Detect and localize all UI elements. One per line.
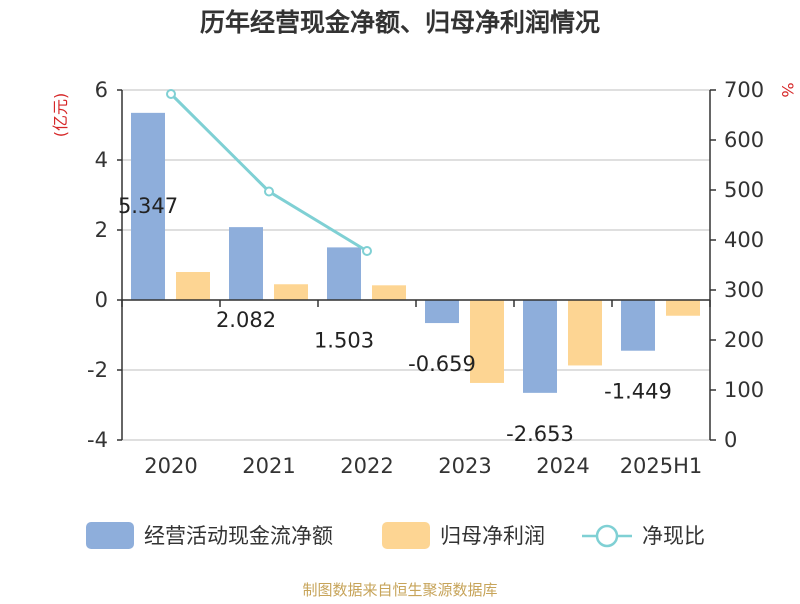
source-footer: 制图数据来自恒生聚源数据库	[302, 581, 497, 599]
y-left-tick-label: -4	[87, 428, 108, 452]
y-right-tick-label: 400	[724, 228, 764, 252]
data-labels: 5.347 2.082 1.503 -0.659 -2.653 -1.449	[118, 194, 672, 446]
ratio-point	[264, 186, 274, 197]
legend-label-profit: 归母净利润	[440, 524, 545, 548]
bar-profit	[470, 300, 504, 383]
y-left-tick-label: 0	[95, 288, 108, 312]
chart-title: 历年经营现金净额、归母净利润情况	[200, 8, 600, 37]
legend-swatch-cashflow	[86, 522, 134, 549]
y-right-tick-label: 500	[724, 178, 764, 202]
legend-swatch-profit	[382, 522, 430, 549]
x-tick-label: 2023	[438, 454, 491, 478]
bar-cashflow	[327, 247, 361, 300]
data-label-cashflow: -2.653	[506, 422, 574, 446]
data-label-cashflow: 1.503	[314, 328, 374, 352]
legend-marker-ratio	[595, 524, 619, 548]
ratio-line-path	[169, 92, 368, 253]
bar-cashflow	[523, 300, 557, 393]
data-label-cashflow: 5.347	[118, 194, 178, 218]
bar-profit	[568, 300, 602, 366]
y-right-tick-label: 300	[724, 278, 764, 302]
x-tick-label: 2024	[536, 454, 589, 478]
bars	[131, 112, 700, 393]
y-left-tick-label: 4	[95, 148, 108, 172]
y-right-tick-label: 0	[724, 428, 737, 452]
legend-label-ratio: 净现比	[642, 524, 705, 548]
y-left-tick-label: -2	[87, 358, 108, 382]
bar-cashflow	[131, 112, 165, 300]
y-left-tick-label: 6	[95, 78, 108, 102]
y-left-label: (亿元)	[51, 93, 70, 138]
bar-profit	[176, 272, 210, 300]
bar-profit	[666, 300, 700, 316]
data-label-cashflow: -1.449	[604, 380, 672, 404]
x-tick-label: 2020	[144, 454, 197, 478]
x-tick-label: 2021	[242, 454, 295, 478]
y-right-tick-label: 100	[724, 378, 764, 402]
bar-cashflow	[621, 300, 655, 351]
data-label-cashflow: 2.082	[216, 308, 276, 332]
ratio-line	[166, 89, 372, 256]
axes: 6 4 2 0 -2 -4 700 600 500 400 300 200 100 0 2020 2021 20…	[87, 78, 764, 478]
legend: 经营活动现金流净额 归母净利润 净现比	[86, 522, 705, 549]
ratio-point	[166, 89, 176, 99]
bar-cashflow	[229, 227, 263, 300]
ratio-point	[362, 246, 372, 256]
x-tick-label: 2022	[340, 454, 393, 478]
y-right-tick-label: 200	[724, 328, 764, 352]
data-label-cashflow: -0.659	[408, 352, 476, 376]
bar-cashflow	[425, 300, 459, 324]
y-right-label: %	[778, 82, 797, 97]
bar-profit	[274, 284, 308, 300]
y-right-tick-label: 700	[724, 78, 764, 102]
y-left-tick-label: 2	[95, 218, 108, 242]
x-tick-label: 2025H1	[620, 454, 703, 478]
bar-profit	[372, 285, 406, 300]
y-right-tick-label: 600	[724, 128, 764, 152]
legend-label-cashflow: 经营活动现金流净额	[144, 524, 333, 548]
